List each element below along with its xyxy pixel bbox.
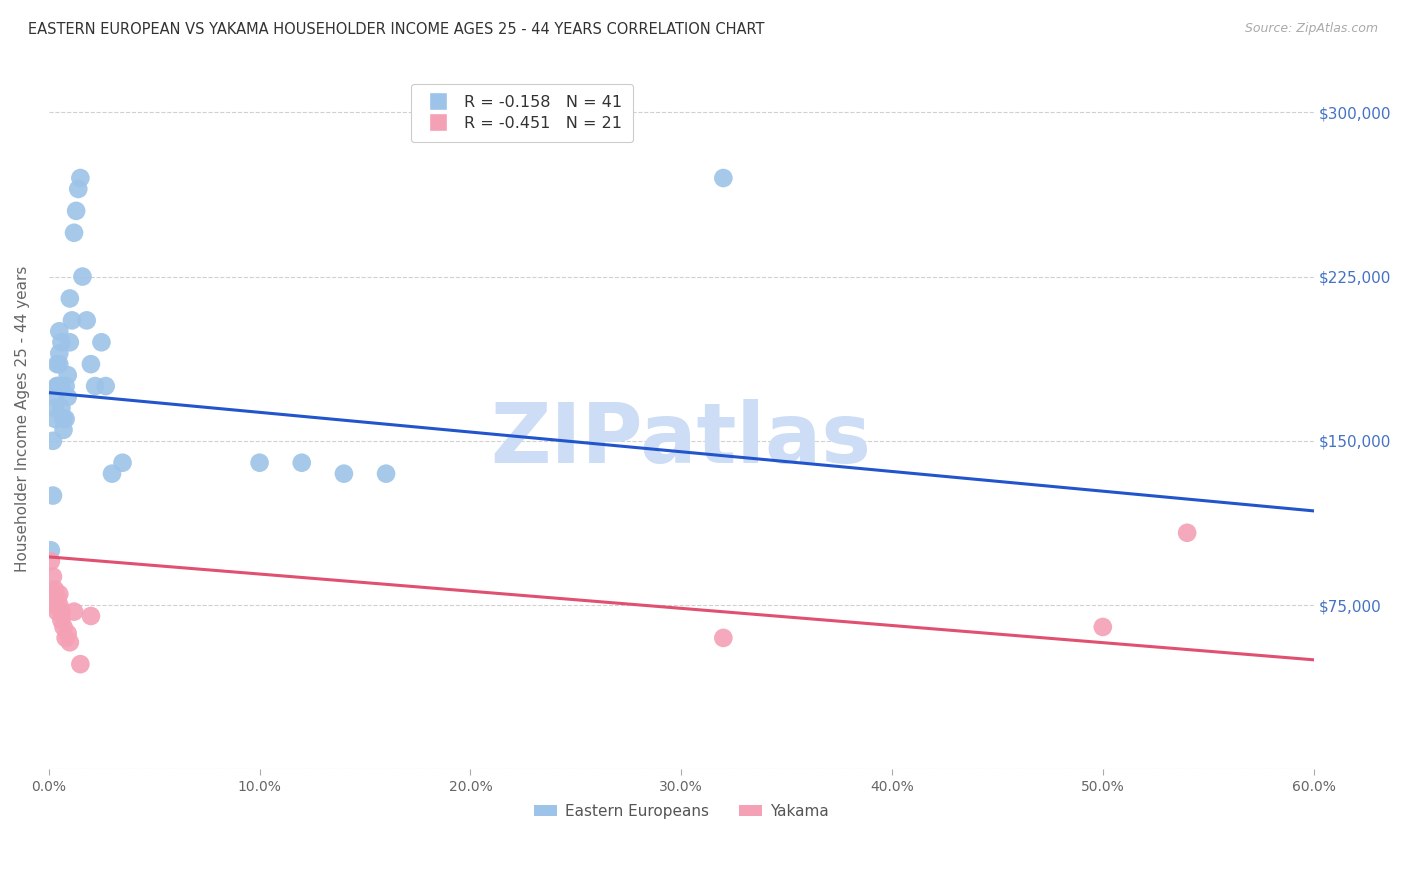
Point bbox=[42, 569, 65, 583]
Point bbox=[55, 379, 77, 393]
Point bbox=[63, 226, 86, 240]
Point bbox=[46, 379, 69, 393]
Point bbox=[48, 346, 70, 360]
Point bbox=[42, 434, 65, 448]
Point bbox=[51, 379, 73, 393]
Point bbox=[291, 456, 314, 470]
Point bbox=[711, 631, 734, 645]
Point bbox=[111, 456, 134, 470]
Point bbox=[48, 587, 70, 601]
Point bbox=[51, 401, 73, 415]
Point bbox=[59, 292, 82, 306]
Point bbox=[63, 605, 86, 619]
Point bbox=[69, 657, 91, 672]
Point bbox=[44, 582, 66, 597]
Point bbox=[711, 171, 734, 186]
Point bbox=[1175, 525, 1198, 540]
Point bbox=[44, 598, 66, 612]
Point bbox=[94, 379, 117, 393]
Point bbox=[52, 412, 75, 426]
Point bbox=[46, 357, 69, 371]
Point bbox=[333, 467, 356, 481]
Text: EASTERN EUROPEAN VS YAKAMA HOUSEHOLDER INCOME AGES 25 - 44 YEARS CORRELATION CHA: EASTERN EUROPEAN VS YAKAMA HOUSEHOLDER I… bbox=[28, 22, 765, 37]
Point bbox=[39, 554, 62, 568]
Point bbox=[42, 489, 65, 503]
Legend: Eastern Europeans, Yakama: Eastern Europeans, Yakama bbox=[527, 797, 835, 825]
Point bbox=[48, 324, 70, 338]
Point bbox=[39, 543, 62, 558]
Point bbox=[84, 379, 107, 393]
Point bbox=[42, 587, 65, 601]
Point bbox=[51, 614, 73, 628]
Point bbox=[46, 379, 69, 393]
Point bbox=[90, 335, 112, 350]
Point bbox=[46, 591, 69, 606]
Point bbox=[76, 313, 98, 327]
Point bbox=[80, 357, 103, 371]
Point bbox=[59, 335, 82, 350]
Point bbox=[80, 609, 103, 624]
Point bbox=[59, 635, 82, 649]
Point bbox=[1091, 620, 1114, 634]
Point bbox=[44, 412, 66, 426]
Point bbox=[51, 335, 73, 350]
Point bbox=[65, 203, 87, 218]
Point bbox=[48, 357, 70, 371]
Y-axis label: Householder Income Ages 25 - 44 years: Householder Income Ages 25 - 44 years bbox=[15, 266, 30, 572]
Point bbox=[55, 412, 77, 426]
Point bbox=[51, 605, 73, 619]
Point bbox=[67, 182, 90, 196]
Point bbox=[375, 467, 398, 481]
Point bbox=[69, 171, 91, 186]
Point bbox=[72, 269, 94, 284]
Point bbox=[56, 368, 79, 383]
Point bbox=[56, 626, 79, 640]
Point bbox=[44, 401, 66, 415]
Point bbox=[101, 467, 124, 481]
Text: ZIPatlas: ZIPatlas bbox=[491, 400, 872, 481]
Point bbox=[55, 631, 77, 645]
Point bbox=[60, 313, 83, 327]
Point bbox=[249, 456, 271, 470]
Point bbox=[46, 605, 69, 619]
Point bbox=[48, 598, 70, 612]
Point bbox=[52, 620, 75, 634]
Point bbox=[52, 423, 75, 437]
Text: Source: ZipAtlas.com: Source: ZipAtlas.com bbox=[1244, 22, 1378, 36]
Point bbox=[44, 390, 66, 404]
Point bbox=[56, 390, 79, 404]
